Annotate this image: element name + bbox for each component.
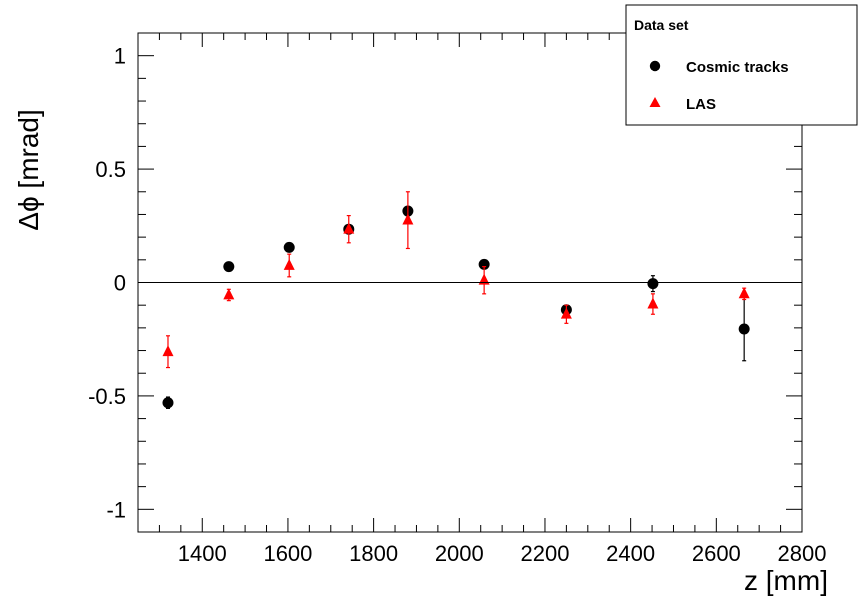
y-tick-label: 0.5 — [95, 157, 126, 182]
x-tick-label: 2200 — [520, 541, 569, 566]
data-point — [343, 222, 355, 234]
legend: Data set Cosmic tracks LAS — [625, 4, 858, 126]
axes-layer: 1400 1600 1800 2000 2200 2400 2600 2800 1 0.5 0 -0.… — [88, 32, 827, 566]
x-tick-label: 2000 — [435, 541, 484, 566]
y-tick-label: -1 — [106, 497, 126, 522]
data-point — [283, 241, 295, 253]
data-point — [162, 397, 174, 409]
data-point — [162, 345, 174, 357]
data-point — [402, 213, 414, 225]
x-tick-label: 1600 — [263, 541, 312, 566]
data-point — [223, 288, 235, 300]
y-axis-title: Δϕ [mrad] — [13, 109, 44, 231]
x-axis-title: z [mm] — [744, 565, 828, 596]
x-tick-label: 1800 — [349, 541, 398, 566]
data-point — [560, 307, 572, 319]
data-point — [478, 258, 490, 270]
data-point — [738, 323, 750, 335]
legend-title: Data set — [634, 17, 689, 33]
y-tick-label: 0 — [114, 271, 126, 296]
legend-box — [625, 4, 858, 126]
legend-marker-las — [649, 97, 661, 107]
plot-layer — [162, 191, 750, 409]
x-tick-label: 2800 — [778, 541, 827, 566]
legend-label-las: LAS — [686, 96, 716, 113]
y-tick-label: 1 — [114, 44, 126, 69]
data-point — [647, 278, 659, 290]
x-tick-label: 2400 — [606, 541, 655, 566]
data-point — [283, 258, 295, 270]
legend-marker-cosmic-tracks — [649, 60, 661, 72]
x-tick-label: 1400 — [178, 541, 227, 566]
data-point — [478, 273, 490, 285]
data-point — [647, 297, 659, 309]
series-las — [162, 191, 750, 369]
legend-label-cosmic-tracks: Cosmic tracks — [686, 59, 789, 76]
data-point — [738, 287, 750, 299]
x-tick-label: 2600 — [692, 541, 741, 566]
data-point — [223, 261, 235, 273]
series-cosmic-tracks — [162, 205, 750, 409]
y-tick-label: -0.5 — [88, 384, 126, 409]
